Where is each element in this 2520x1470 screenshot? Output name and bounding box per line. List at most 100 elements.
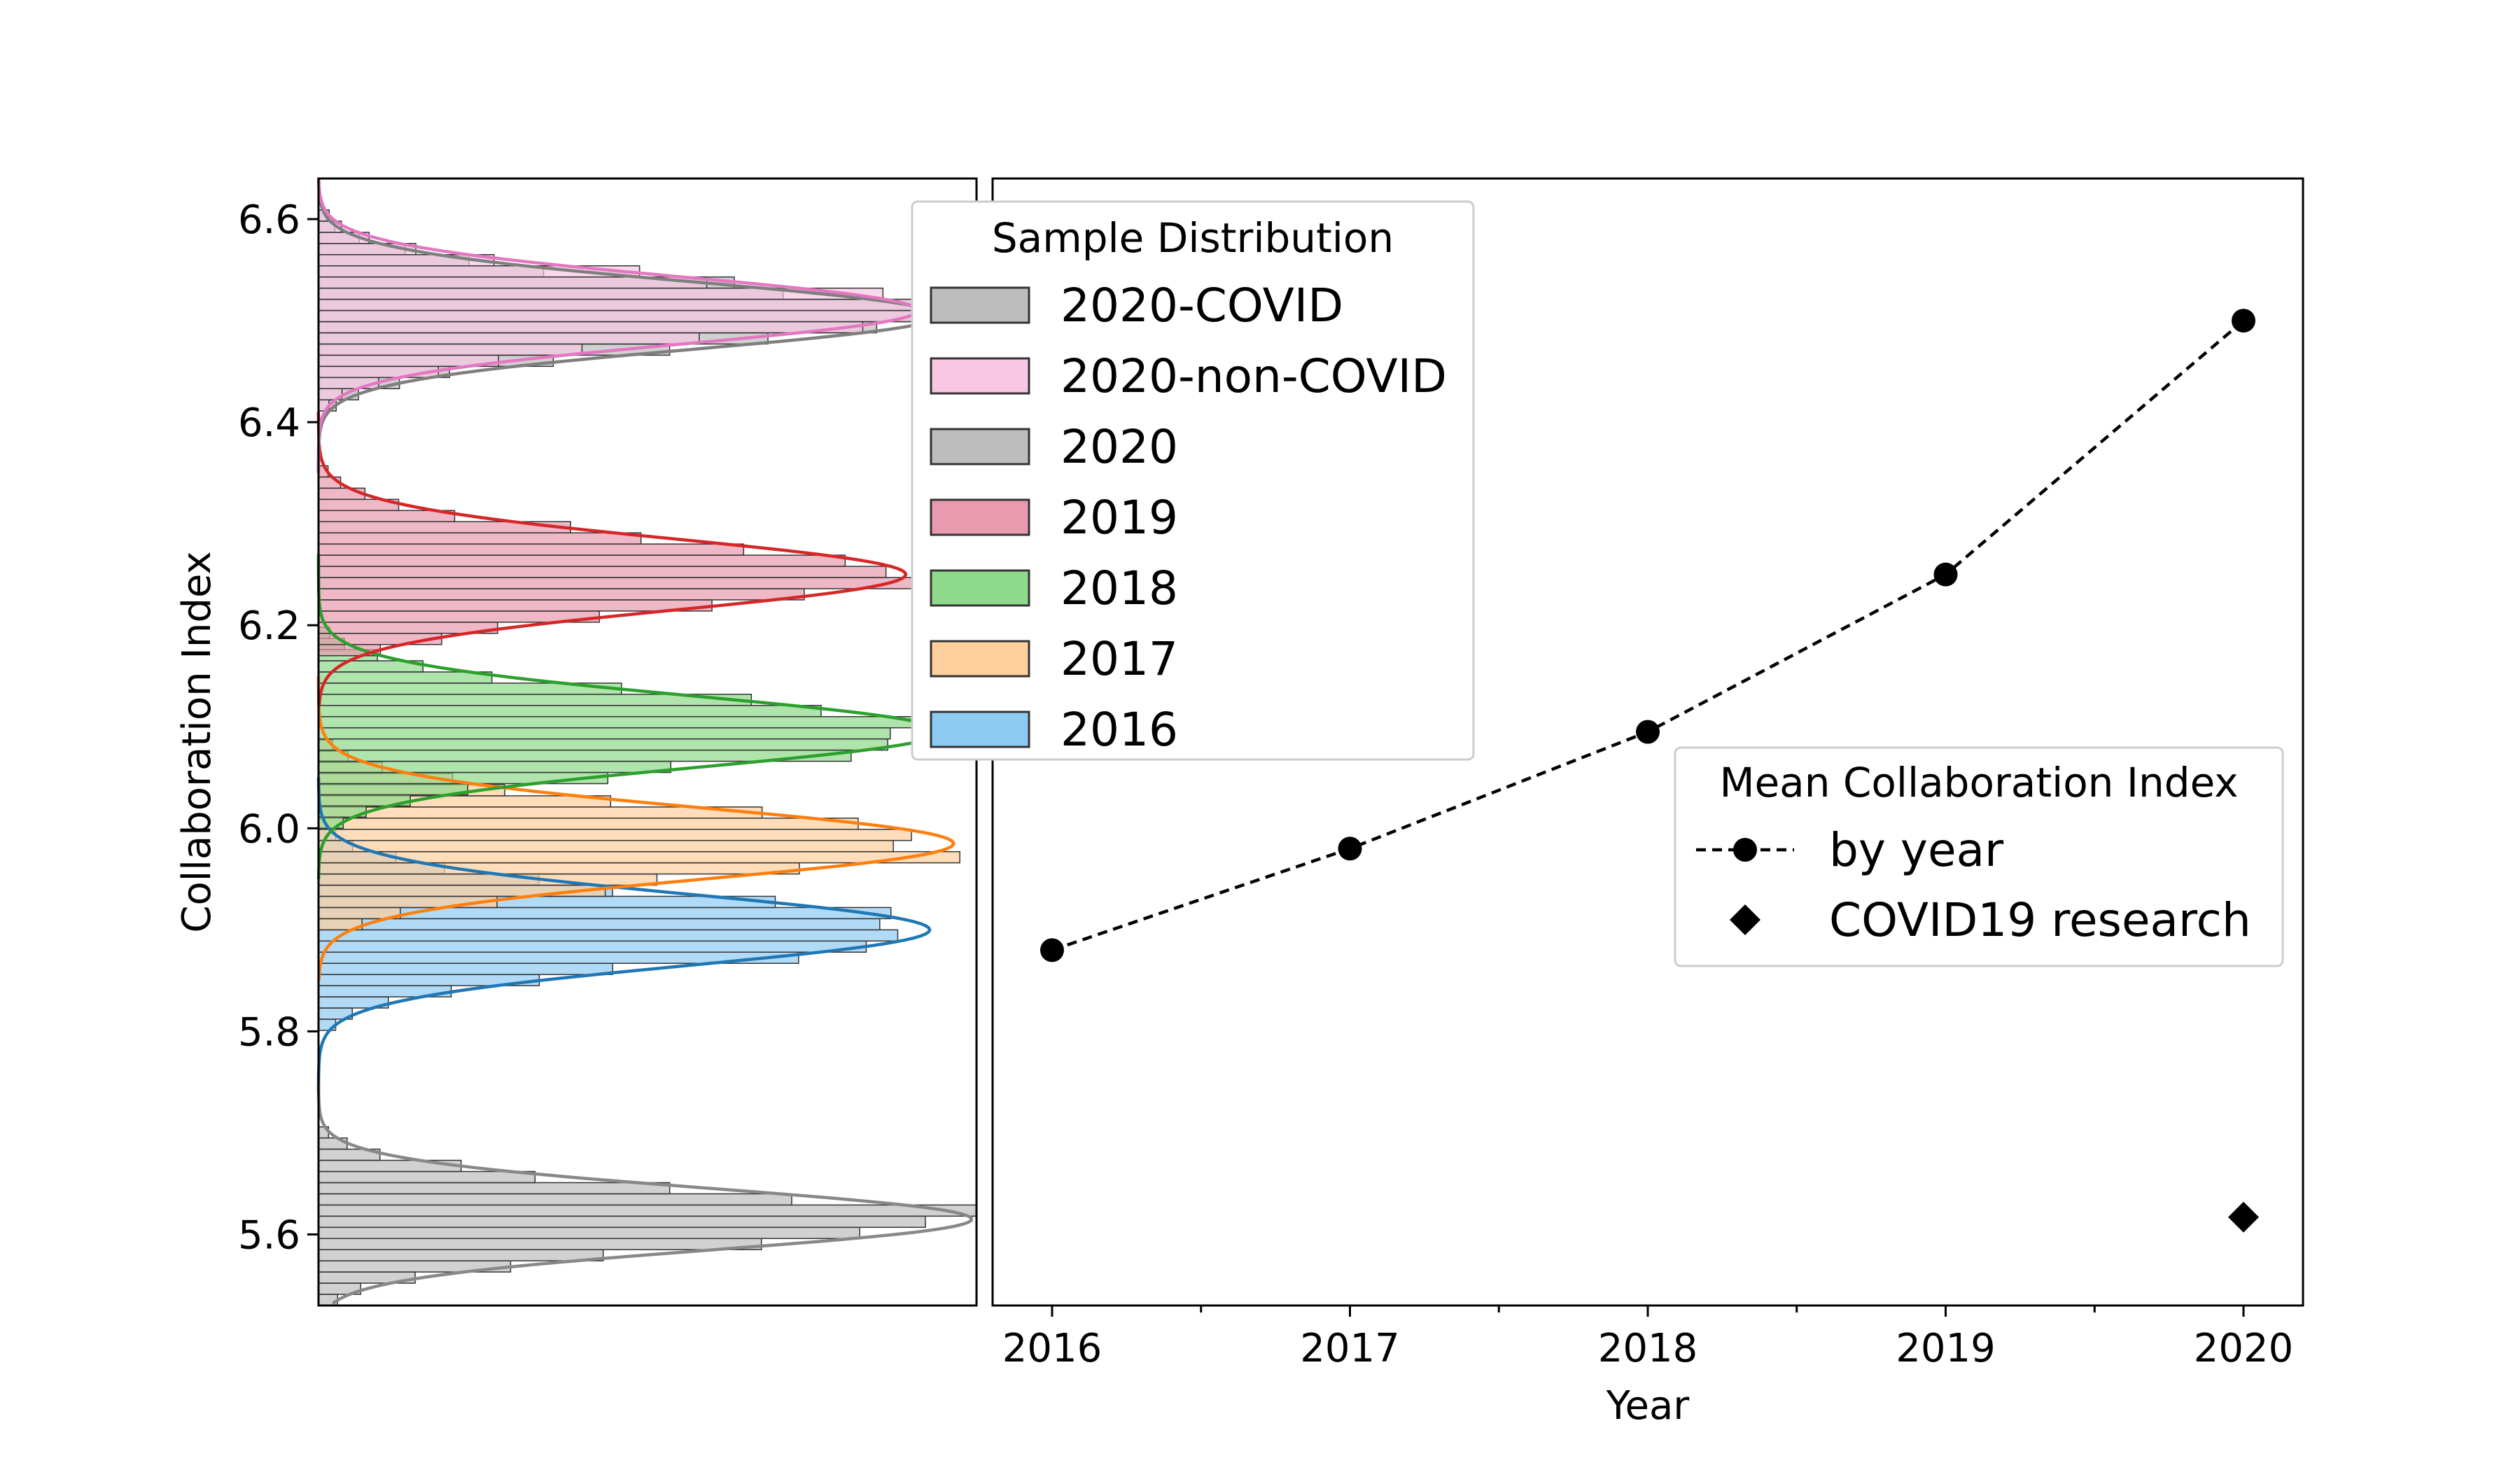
covid-series	[2228, 1201, 2259, 1233]
histogram-bar	[318, 738, 888, 751]
histogram-bar	[318, 962, 613, 975]
legend-swatch	[930, 357, 1030, 395]
histogram-bar	[318, 818, 859, 830]
kde-line	[316, 1082, 973, 1305]
legend-swatch	[930, 428, 1030, 465]
histogram-bar	[318, 1170, 536, 1184]
mean-point	[1040, 938, 1064, 962]
histogram-bar	[318, 715, 923, 729]
histogram-bar	[318, 929, 899, 942]
histogram-bar	[318, 862, 800, 875]
histogram-bar	[318, 577, 924, 589]
histogram-bar	[318, 705, 822, 718]
histogram-bar	[318, 1193, 792, 1206]
mean-panel: 2016 2017 2018 2019 2020 Year	[991, 177, 2304, 1429]
legend-box	[1674, 746, 2284, 967]
kde-line	[316, 412, 908, 707]
legend-box	[911, 200, 1475, 761]
legend-label: 2019	[1060, 491, 1178, 545]
legend-label: 2018	[1060, 561, 1178, 615]
histogram-bar	[318, 884, 606, 897]
distribution-panel: 5.6 5.8 6.0 6.2 6.4 6.6 Collaboration Index	[174, 177, 978, 1307]
histogram-bar	[318, 1182, 671, 1195]
legend-label: by year	[1829, 823, 2004, 877]
histogram-bar	[318, 1215, 926, 1228]
mean-series	[1040, 309, 2255, 962]
histogram-bar	[318, 1204, 977, 1217]
y-tick-label: 6.0	[238, 806, 300, 852]
histogram-bar	[318, 365, 439, 379]
histogram-bar	[318, 588, 805, 601]
mean-legend: Mean Collaboration Index by year COVID19 …	[1674, 746, 2284, 967]
legend-marker	[1730, 904, 1760, 935]
histogram-bar	[318, 287, 884, 300]
x-tick-label: 2018	[1598, 1326, 1698, 1371]
legend-title: Mean Collaboration Index	[1719, 759, 2238, 806]
legend-swatch	[930, 498, 1030, 536]
histogram-series	[318, 626, 923, 830]
histogram-bar	[318, 510, 456, 523]
y-tick-label: 6.2	[238, 603, 300, 649]
histogram-bar	[318, 487, 366, 500]
histogram-bar	[318, 610, 600, 623]
y-tick-label: 5.8	[238, 1009, 300, 1055]
y-axis-ticks: 5.6 5.8 6.0 6.2 6.4 6.6	[238, 197, 318, 1258]
legend-label: 2020-COVID	[1060, 279, 1343, 332]
legend-marker	[1733, 838, 1757, 862]
histogram-bar	[318, 554, 846, 567]
y-tick-label: 6.4	[238, 400, 300, 446]
x-tick-label: 2017	[1300, 1326, 1400, 1371]
covid-point	[2228, 1201, 2259, 1233]
histogram-bar	[318, 828, 912, 841]
legend-label: 2016	[1060, 703, 1178, 757]
histogram-bar	[318, 599, 713, 612]
histogram-bar	[318, 895, 498, 909]
y-axis-label: Collaboration Index	[174, 551, 220, 932]
mean-point	[1338, 836, 1362, 861]
histogram-bar	[318, 543, 745, 556]
y-tick-label: 5.6	[238, 1212, 300, 1258]
histogram-bar	[318, 1226, 860, 1240]
sample-distribution-legend: Sample Distribution 2020-COVID 2020-non-C…	[911, 200, 1475, 761]
histogram-bar	[318, 940, 867, 953]
legend-label: 2020	[1060, 420, 1178, 474]
legend-entries: 2020-COVID 2020-non-COVID 2020 2019 2018 2017…	[930, 279, 1447, 757]
x-axis-ticks: 2016 2017 2018 2019 2020	[1002, 1306, 2294, 1371]
histogram-bars	[318, 209, 977, 1306]
x-tick-label: 2016	[1002, 1326, 1102, 1371]
histogram-bar	[318, 783, 469, 796]
mean-point	[1933, 562, 1958, 587]
histogram-bar	[318, 566, 887, 578]
mean-point	[2232, 309, 2255, 333]
histogram-bar	[318, 321, 864, 334]
histogram-series	[318, 465, 924, 657]
kde-line	[316, 554, 944, 879]
legend-title: Sample Distribution	[992, 214, 1394, 262]
legend-swatch	[930, 286, 1030, 324]
x-axis-label: Year	[1606, 1383, 1690, 1429]
x-tick-label: 2019	[1896, 1326, 1996, 1371]
histogram-bar	[318, 343, 583, 356]
histogram-bar	[318, 727, 891, 740]
histogram-bar	[318, 839, 894, 853]
legend-label: 2017	[1060, 632, 1178, 686]
legend-label: COVID19 research	[1829, 893, 2251, 947]
legend-swatch	[930, 569, 1030, 607]
mean-point	[1636, 720, 1660, 744]
histogram-bar	[318, 332, 700, 345]
histogram-bar	[318, 309, 926, 323]
histogram-bar	[318, 377, 379, 389]
y-tick-label: 6.6	[238, 197, 300, 243]
kde-line	[316, 676, 955, 981]
legend-label: 2020-non-COVID	[1060, 349, 1447, 403]
histogram-bar	[318, 1249, 604, 1261]
legend-swatch	[930, 640, 1030, 678]
histogram-bar	[318, 671, 493, 684]
histogram-bar	[318, 532, 642, 545]
legend-swatch	[930, 710, 1030, 748]
x-tick-label: 2020	[2194, 1326, 2294, 1371]
histogram-series	[318, 1126, 977, 1306]
legend-entries: by year COVID19 research	[1696, 823, 2251, 947]
histogram-bar	[318, 1238, 762, 1250]
